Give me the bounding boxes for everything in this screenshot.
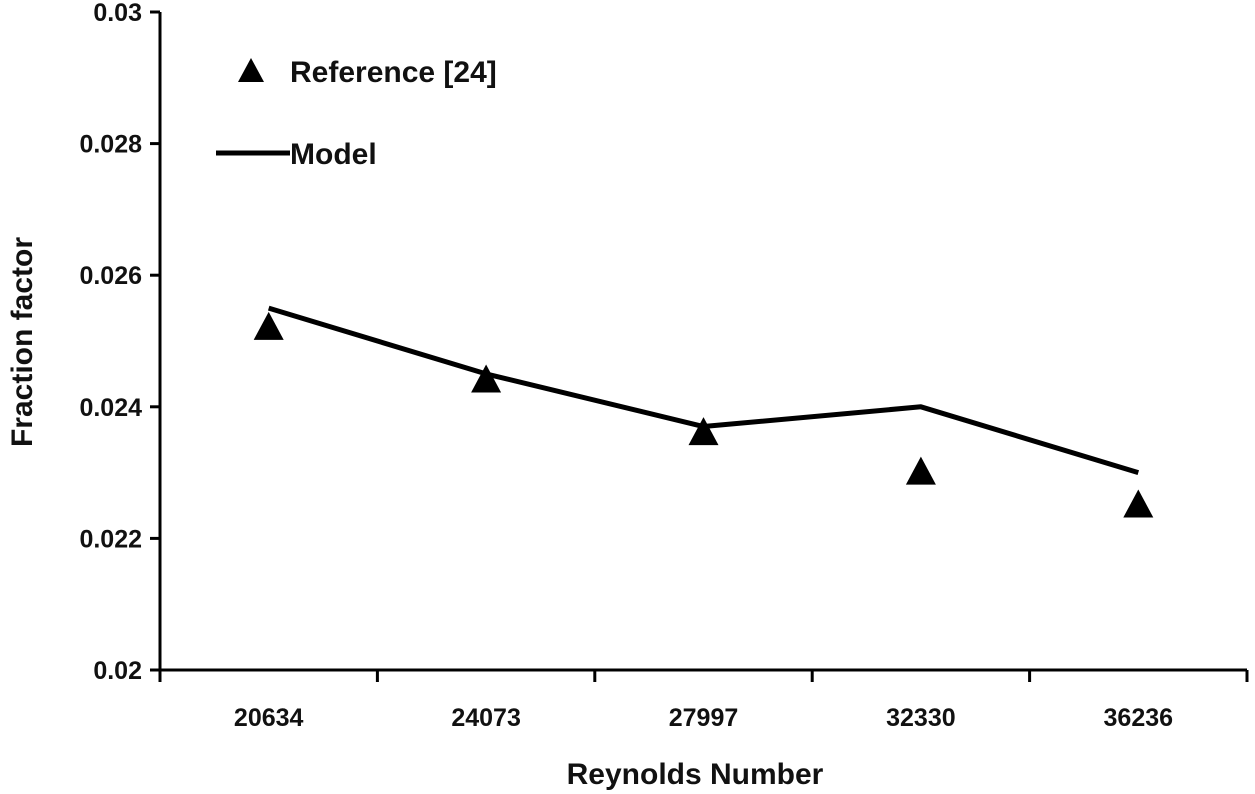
legend-label-reference: Reference [24] <box>290 56 497 89</box>
x-tick-label: 36236 <box>1104 704 1174 732</box>
x-tick-label: 32330 <box>886 704 956 732</box>
reference-triangle-marker <box>471 364 502 393</box>
x-tick-label: 24073 <box>451 704 521 732</box>
x-axis-title: Reynolds Number <box>567 758 824 791</box>
y-axis-ticks: 0.02 0.022 0.024 0.026 0.028 0.03 <box>79 0 160 685</box>
y-tick-label: 0.024 <box>79 394 142 422</box>
model-line <box>267 305 1140 475</box>
reference-triangle-marker <box>905 456 936 485</box>
y-tick-label: 0.03 <box>93 0 142 27</box>
y-tick-label: 0.02 <box>93 657 142 685</box>
y-axis-title: Fraction factor <box>6 237 39 447</box>
x-axis-ticks: 20634 24073 27997 32330 36236 <box>158 670 1249 732</box>
reference-triangle-marker <box>688 417 719 446</box>
x-tick-label: 20634 <box>234 704 304 732</box>
legend-item-reference: Reference [24] <box>238 56 497 89</box>
legend-item-model: Model <box>216 138 377 171</box>
y-tick-label: 0.028 <box>79 131 142 159</box>
legend-label-model: Model <box>290 138 377 171</box>
x-tick-label: 27997 <box>669 704 739 732</box>
reference-triangle-marker <box>253 311 284 340</box>
y-tick-label: 0.026 <box>79 262 142 290</box>
legend-triangle-marker-icon <box>238 58 264 82</box>
y-tick-label: 0.022 <box>79 525 142 553</box>
plot-area <box>253 305 1154 518</box>
reference-triangle-marker <box>1123 489 1154 518</box>
axes <box>158 12 1247 672</box>
legend: Reference [24] Model <box>216 56 497 171</box>
